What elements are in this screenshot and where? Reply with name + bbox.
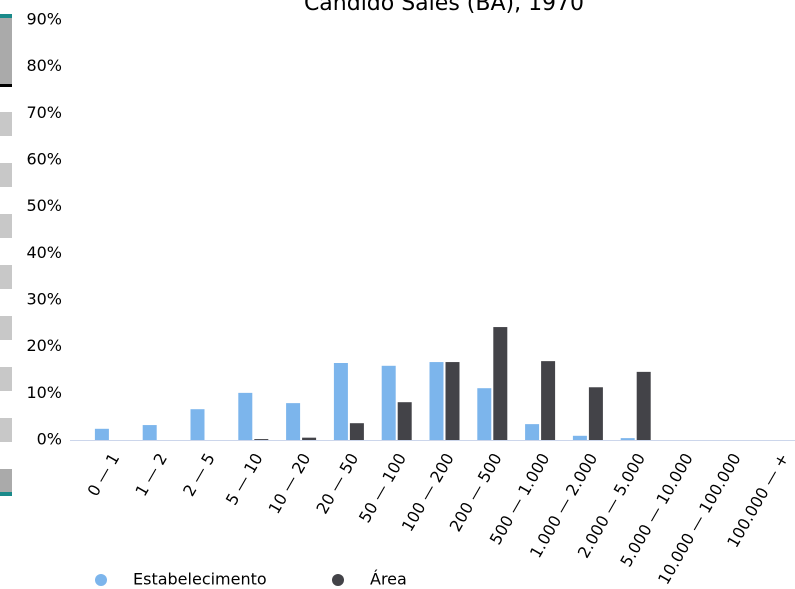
x-tick-label: 20 — 50 (312, 450, 362, 517)
y-tick-label: 30% (26, 290, 62, 309)
slider-step (0, 163, 12, 187)
bar (445, 362, 460, 440)
bar (94, 428, 109, 440)
slider-step (0, 418, 12, 442)
slider-cap (0, 492, 12, 496)
y-tick-label: 40% (26, 243, 62, 262)
x-tick-label: 1 — 2 (131, 450, 171, 500)
bar (541, 361, 556, 440)
chart-title: Candido Sales (BA), 1970 (304, 0, 584, 16)
bar (572, 435, 587, 440)
slider-step (0, 214, 12, 238)
bar (429, 362, 444, 440)
slider-cap (0, 14, 12, 18)
bar (620, 438, 635, 440)
legend-marker (332, 574, 344, 586)
x-tick-label: 2 — 5 (179, 450, 219, 500)
bar (381, 365, 396, 440)
slider-handle[interactable] (0, 14, 12, 86)
bar (588, 387, 603, 440)
y-tick-label: 20% (26, 336, 62, 355)
bar (477, 388, 492, 440)
slider-handle[interactable] (0, 469, 12, 493)
bar (286, 403, 301, 440)
x-tick-label: 50 — 100 (355, 450, 410, 526)
slider-step (0, 265, 12, 289)
y-tick-label: 10% (26, 383, 62, 402)
bar (142, 425, 157, 440)
legend-marker (95, 574, 107, 586)
bar (254, 439, 269, 440)
y-tick-label: 0% (37, 430, 62, 449)
bar (302, 437, 317, 440)
y-tick-label: 60% (26, 150, 62, 169)
bar (525, 424, 540, 440)
legend-label: Estabelecimento (133, 570, 267, 589)
y-tick-label: 50% (26, 196, 62, 215)
bar (349, 423, 364, 440)
slider-cap (0, 84, 12, 87)
legend-label: Área (370, 570, 407, 589)
bar (333, 363, 348, 440)
slider-step (0, 367, 12, 391)
legend-item[interactable]: Estabelecimento (95, 570, 267, 589)
legend-item[interactable]: Área (332, 570, 407, 589)
bar (190, 409, 205, 440)
slider-step (0, 316, 12, 340)
y-tick-label: 80% (26, 56, 62, 75)
slider-step (0, 112, 12, 136)
x-tick-label: 5 — 10 (222, 450, 267, 509)
y-tick-label: 90% (26, 10, 62, 29)
bar (238, 392, 253, 440)
x-tick-label: 0 — 1 (84, 450, 124, 500)
x-tick-label: 10 — 20 (265, 450, 315, 517)
bar (397, 402, 412, 440)
bar (636, 371, 651, 440)
range-slider[interactable] (0, 14, 12, 496)
y-tick-label: 70% (26, 103, 62, 122)
bar (493, 327, 508, 440)
